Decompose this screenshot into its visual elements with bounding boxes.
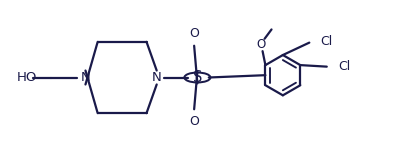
Text: O: O: [257, 38, 266, 51]
Text: N: N: [81, 71, 90, 84]
Text: Cl: Cl: [338, 60, 350, 73]
Text: HO: HO: [16, 71, 37, 84]
Text: N: N: [152, 71, 162, 84]
Text: O: O: [189, 27, 199, 40]
Text: Cl: Cl: [321, 35, 333, 48]
Text: O: O: [189, 115, 199, 128]
Text: S: S: [193, 70, 202, 85]
